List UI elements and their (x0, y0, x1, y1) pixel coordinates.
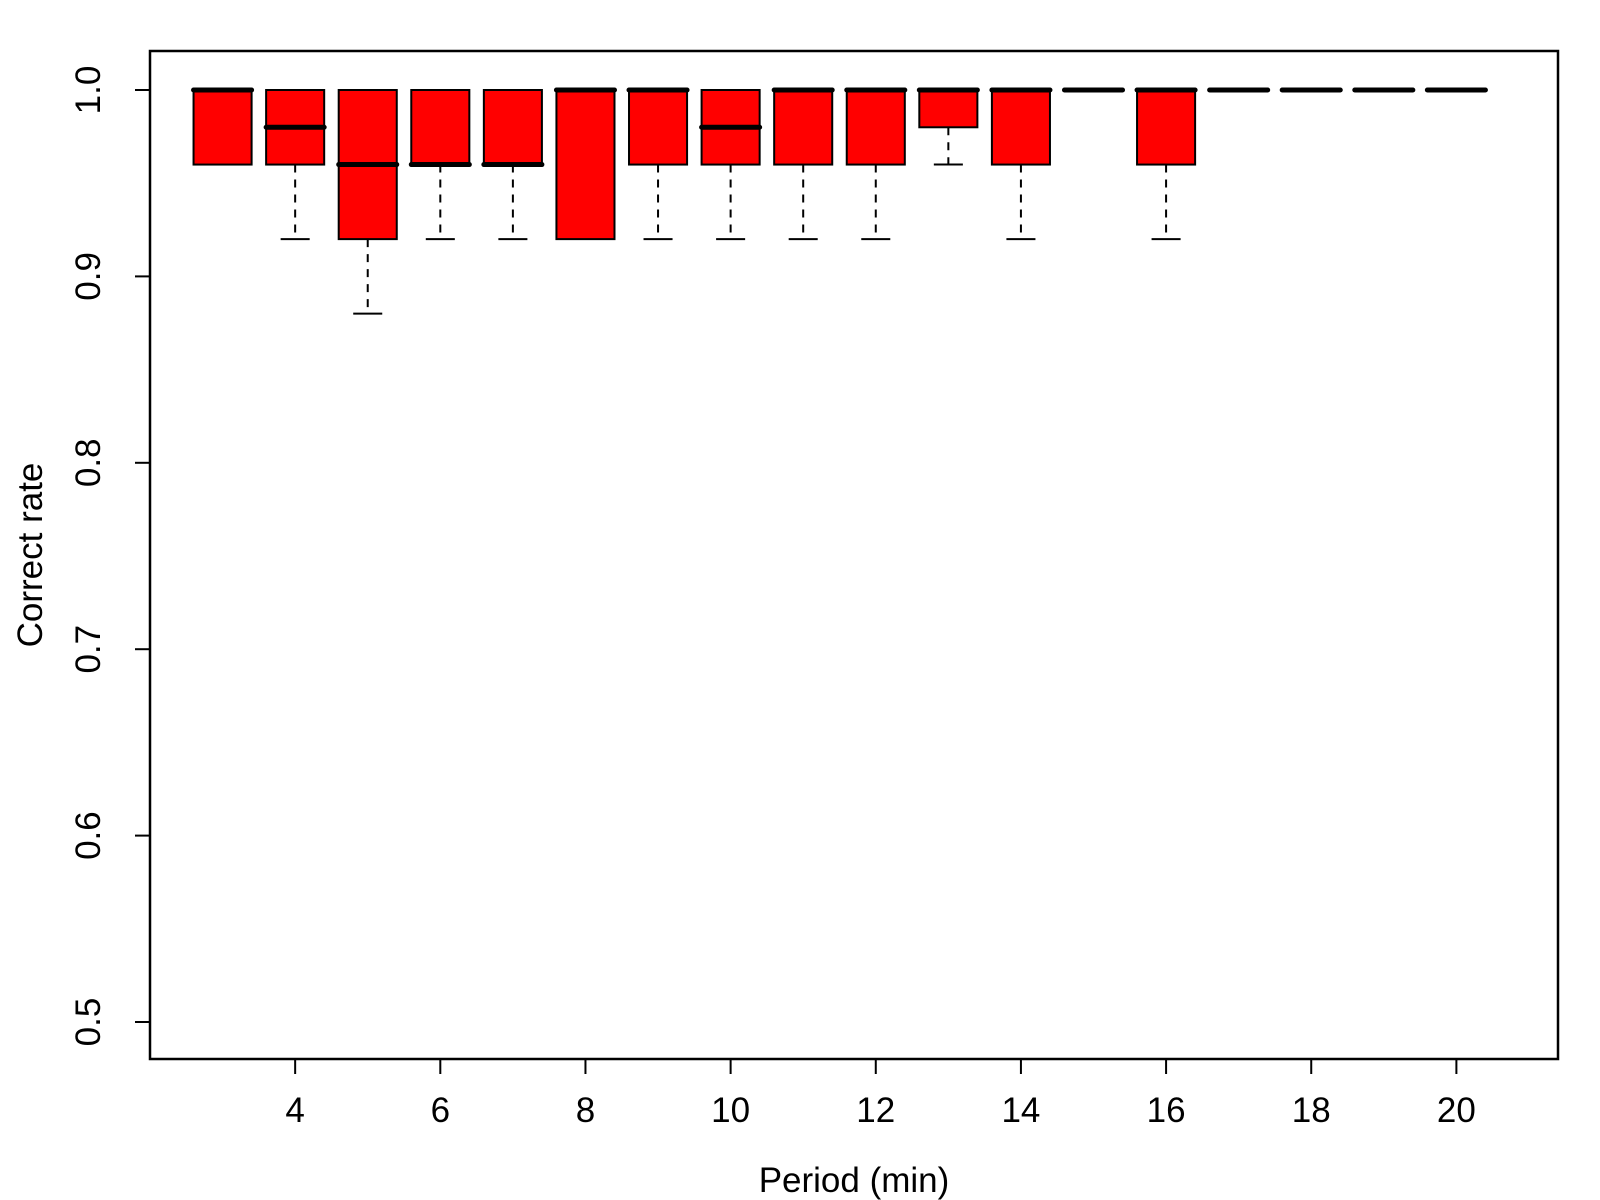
x-axis-label: Period (min) (759, 1161, 950, 1200)
y-tick-label: 0.9 (69, 252, 108, 301)
box-group-11 (771, 87, 835, 241)
y-tick-label: 0.8 (69, 438, 108, 487)
box-rect (845, 89, 906, 166)
box-group-10 (699, 89, 763, 241)
box-rect (990, 89, 1051, 166)
box-rect (628, 89, 689, 166)
y-axis: 0.5 0.6 0.7 0.8 0.9 1.0 (69, 66, 151, 1047)
box-rect (1136, 89, 1197, 166)
box-rect (192, 89, 253, 166)
x-tick-label: 18 (1292, 1091, 1331, 1130)
x-tick-label: 16 (1147, 1091, 1186, 1130)
box-group-16 (1134, 87, 1198, 241)
x-axis: 4 6 8 10 12 14 16 18 20 (285, 1058, 1476, 1130)
box-group-5 (336, 89, 400, 315)
x-tick-label: 10 (711, 1091, 750, 1130)
box-rect (773, 89, 834, 166)
y-tick-label: 0.5 (69, 998, 108, 1047)
box-group-4 (263, 89, 327, 241)
x-tick-label: 14 (1001, 1091, 1040, 1130)
y-axis-label: Correct rate (11, 463, 50, 648)
box-rect (918, 89, 979, 129)
box-rect (482, 89, 543, 166)
x-tick-label: 20 (1437, 1091, 1476, 1130)
y-tick-label: 0.7 (69, 625, 108, 674)
x-tick-label: 6 (431, 1091, 450, 1130)
box-group-7 (481, 89, 545, 241)
box-rect (555, 89, 616, 241)
box-rect (410, 89, 471, 166)
x-tick-label: 12 (856, 1091, 895, 1130)
y-tick-label: 1.0 (69, 66, 108, 115)
box-group-9 (626, 87, 690, 241)
box-group-8 (553, 87, 617, 241)
x-tick-label: 8 (576, 1091, 595, 1130)
box-group-6 (408, 89, 472, 241)
y-tick-label: 0.6 (69, 811, 108, 860)
boxes-layer (191, 87, 1488, 315)
x-tick-label: 4 (285, 1091, 304, 1130)
box-group-12 (844, 87, 908, 241)
box-group-13 (916, 87, 980, 166)
box-group-14 (989, 87, 1053, 241)
box-group-3 (191, 87, 255, 166)
